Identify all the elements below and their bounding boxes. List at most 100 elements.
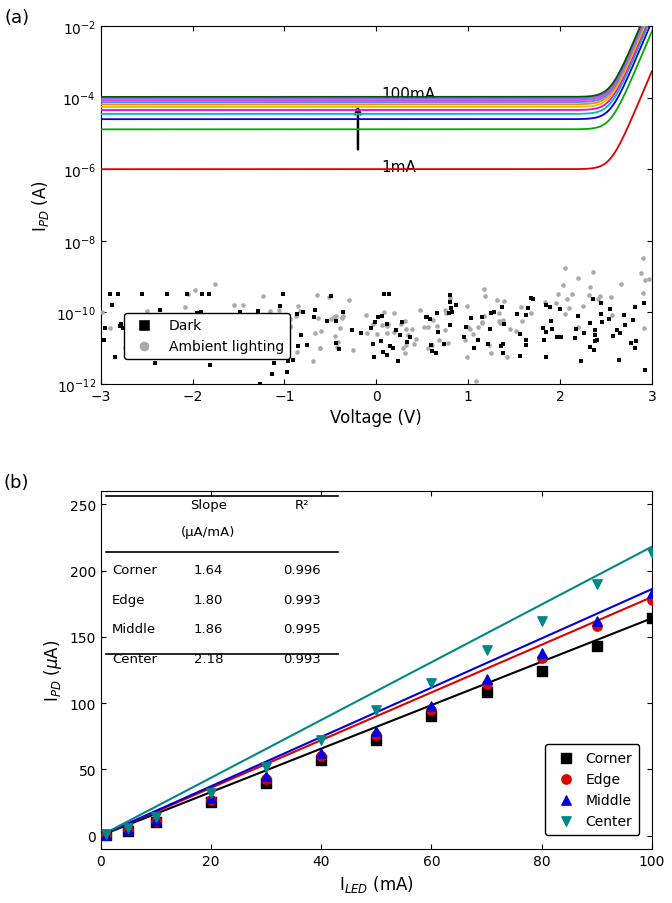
Point: [478, 310, 489, 324]
Point: [443, 336, 454, 350]
Point: [310, 303, 321, 318]
Point: [282, 366, 292, 380]
Corner: [316, 753, 327, 768]
Point: [495, 339, 506, 353]
Point: [489, 305, 499, 320]
Point: [263, 341, 274, 356]
Point: [325, 312, 336, 327]
Point: [360, 308, 371, 322]
Point: [97, 829, 105, 840]
Point: [315, 341, 326, 356]
Point: [504, 322, 515, 337]
Point: [113, 288, 124, 303]
Point: [196, 288, 207, 303]
Point: [515, 301, 526, 315]
Point: [284, 322, 294, 337]
Point: [220, 331, 231, 346]
Point: [439, 338, 450, 352]
Point: [388, 326, 399, 340]
Point: [144, 312, 155, 327]
Point: [401, 336, 412, 350]
Point: [282, 329, 293, 343]
Point: [613, 353, 624, 368]
Point: [218, 350, 228, 365]
Point: [365, 321, 376, 336]
Point: [422, 310, 433, 324]
Corner: [101, 828, 112, 842]
Point: [497, 347, 508, 361]
Point: [159, 314, 170, 329]
Point: [228, 336, 239, 350]
Point: [238, 342, 249, 357]
Text: 0.993: 0.993: [283, 593, 321, 606]
Text: 0.993: 0.993: [283, 652, 321, 666]
Point: [230, 320, 241, 334]
Point: [141, 304, 152, 319]
Point: [466, 312, 476, 326]
Text: 1.86: 1.86: [194, 622, 223, 635]
Point: [378, 345, 388, 359]
Point: [237, 299, 248, 313]
Point: [292, 307, 303, 321]
Point: [459, 330, 470, 345]
Edge: [101, 828, 112, 842]
Edge: [426, 703, 437, 717]
Point: [630, 341, 640, 356]
Point: [180, 301, 191, 315]
Point: [495, 316, 505, 330]
Center: [316, 733, 327, 748]
Point: [612, 324, 622, 339]
Point: [520, 339, 531, 353]
Point: [460, 334, 470, 349]
Point: [190, 313, 200, 328]
Point: [136, 309, 147, 323]
Edge: [646, 593, 657, 608]
Point: [467, 327, 478, 341]
Point: [528, 293, 539, 307]
Point: [181, 288, 192, 303]
Point: [146, 318, 157, 332]
Point: [469, 341, 480, 356]
Point: [179, 311, 190, 325]
Point: [172, 316, 183, 330]
Point: [282, 355, 293, 369]
Point: [233, 322, 244, 337]
Point: [640, 274, 650, 288]
Point: [538, 321, 548, 336]
Point: [139, 327, 150, 341]
Point: [497, 314, 508, 329]
Point: [541, 325, 552, 340]
Point: [271, 330, 282, 344]
Point: [418, 321, 429, 335]
Point: [401, 322, 411, 337]
Legend: Dark, Ambient lighting: Dark, Ambient lighting: [124, 313, 290, 359]
Corner: [151, 815, 161, 830]
Point: [368, 318, 378, 332]
Point: [605, 291, 616, 305]
Corner: [206, 796, 216, 810]
Point: [546, 315, 556, 330]
Point: [396, 317, 407, 331]
Point: [136, 288, 147, 303]
Point: [545, 300, 556, 314]
Point: [615, 327, 626, 341]
Corner: [591, 639, 602, 654]
Point: [347, 323, 358, 338]
Point: [464, 322, 475, 337]
Text: 0.995: 0.995: [283, 622, 321, 635]
Point: [253, 304, 263, 319]
Text: 1.64: 1.64: [194, 563, 223, 576]
Point: [377, 310, 388, 324]
Point: [585, 340, 595, 355]
Point: [399, 314, 410, 329]
Point: [498, 294, 509, 309]
Point: [220, 349, 231, 364]
Point: [337, 312, 348, 326]
Point: [314, 341, 325, 356]
Point: [267, 315, 278, 330]
Point: [462, 350, 472, 365]
Point: [116, 317, 126, 331]
Point: [597, 315, 607, 330]
Point: [638, 296, 649, 311]
Point: [368, 350, 379, 365]
